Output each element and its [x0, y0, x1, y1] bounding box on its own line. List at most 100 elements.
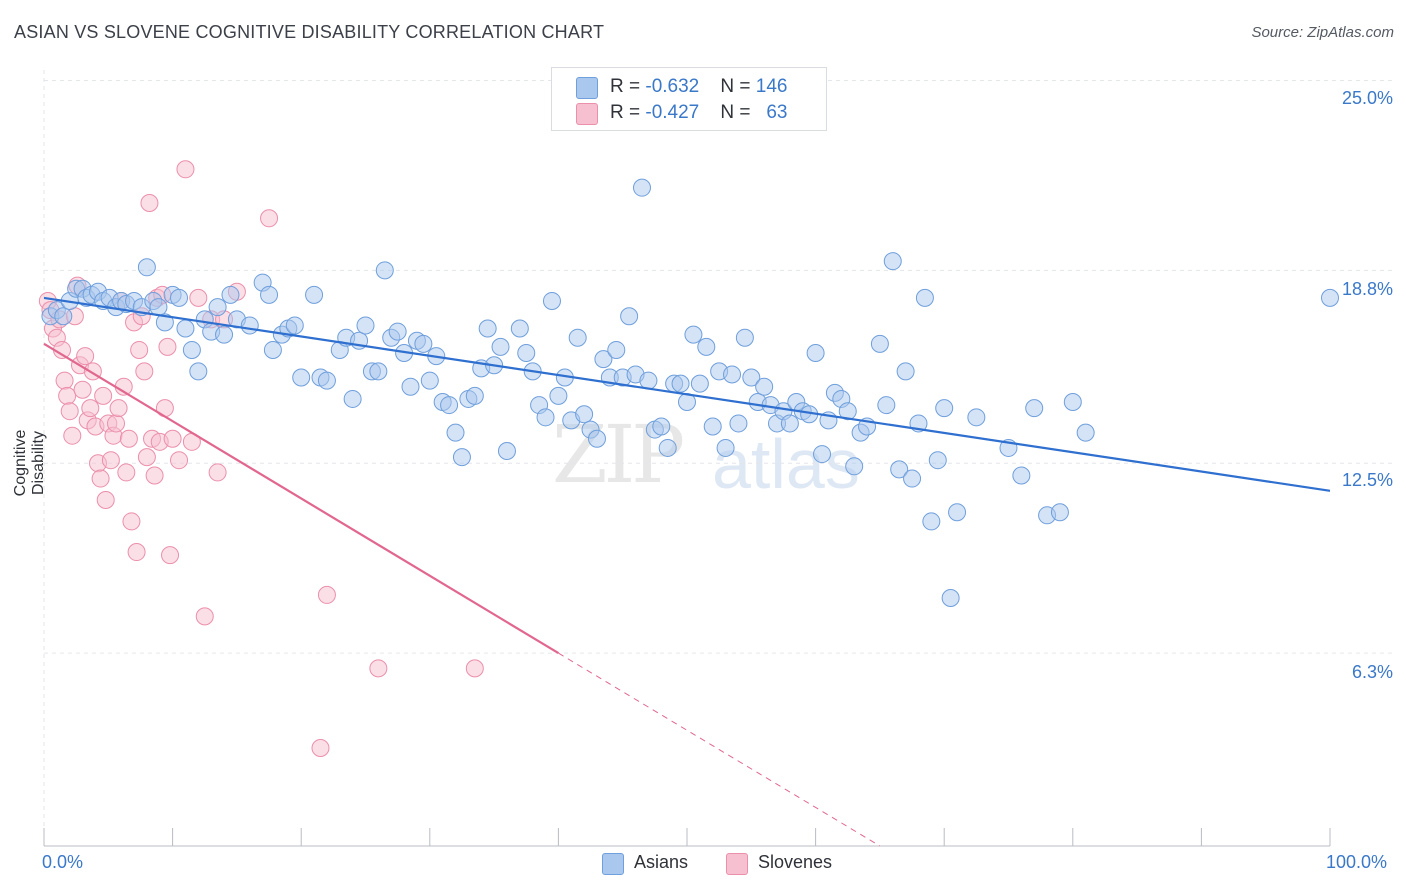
slovenes-trend-line	[43, 342, 559, 655]
x-tick-label-max: 100.0%	[1326, 852, 1388, 872]
asian-point-89	[639, 371, 658, 390]
asian-point-39	[305, 285, 324, 304]
asian-point-55	[414, 334, 433, 353]
slovene-point-31	[119, 429, 138, 448]
asian-point-67	[491, 337, 510, 356]
slovene-point-13	[73, 380, 92, 399]
slovenes-swatch	[576, 103, 598, 125]
asian-point-28	[215, 325, 234, 344]
asian-point-129	[903, 469, 922, 488]
asian-point-19	[155, 313, 174, 332]
slovene-point-38	[137, 448, 156, 467]
asian-point-37	[285, 316, 304, 335]
slovene-point-34	[127, 543, 146, 562]
asian-point-144	[1076, 423, 1095, 442]
slovene-point-61	[369, 659, 388, 678]
asian-point-74	[542, 291, 561, 310]
asian-point-102	[723, 365, 742, 384]
asian-point-33	[260, 285, 279, 304]
asian-point-59	[440, 396, 459, 415]
asian-point-97	[690, 374, 709, 393]
slovene-point-50	[176, 160, 195, 179]
asian-point-75	[549, 386, 568, 405]
slovene-point-9	[63, 426, 82, 445]
watermark-atlas: atlas	[712, 425, 860, 503]
asian-point-136	[948, 503, 967, 522]
slovene-point-41	[145, 466, 164, 485]
asian-point-103	[729, 414, 748, 433]
asian-point-124	[870, 334, 889, 353]
asian-point-73	[536, 408, 555, 427]
asian-point-44	[343, 389, 362, 408]
slovenes-legend-label: Slovenes	[758, 852, 833, 872]
asian-point-143	[1063, 393, 1082, 412]
slovene-point-52	[189, 288, 208, 307]
asian-point-48	[369, 362, 388, 381]
asian-point-127	[890, 460, 909, 479]
slovene-point-6	[55, 371, 74, 390]
chart-title: ASIAN VS SLOVENE COGNITIVE DISABILITY CO…	[14, 22, 605, 42]
slovene-point-62	[465, 659, 484, 678]
y-tick-label-25-0: 25.0%	[1341, 88, 1393, 108]
slovene-point-46	[158, 337, 177, 356]
y-tick-label-12-5: 12.5%	[1341, 470, 1393, 490]
slovenes-trend-extension	[558, 652, 881, 847]
asians-n-value: 146	[755, 76, 788, 97]
asian-point-61	[452, 448, 471, 467]
asian-point-126	[883, 252, 902, 271]
asian-point-116	[813, 445, 832, 464]
asian-point-121	[845, 457, 864, 476]
slovene-point-22	[96, 490, 115, 509]
asian-point-96	[684, 325, 703, 344]
slovenes-n-label: N =	[720, 102, 756, 123]
asian-point-41	[317, 371, 336, 390]
slovene-point-48	[163, 429, 182, 448]
slovene-point-20	[91, 469, 110, 488]
y-tick-label-18-8: 18.8%	[1341, 279, 1393, 299]
asian-point-65	[478, 319, 497, 338]
correlation-legend: R = -0.632 N = 146 R = -0.427 N = 63	[551, 67, 827, 131]
y-tick-label-6-3: 6.3%	[1351, 662, 1393, 682]
asian-point-53	[401, 377, 420, 396]
asian-point-133	[928, 451, 947, 470]
asian-point-84	[607, 340, 626, 359]
slovene-point-39	[140, 193, 159, 212]
asian-point-101	[716, 438, 735, 457]
asian-point-22	[176, 319, 195, 338]
asian-point-38	[292, 368, 311, 387]
asians-legend-swatch	[602, 853, 624, 875]
slovenes-r-label: R =	[610, 102, 646, 123]
asian-point-142	[1050, 503, 1069, 522]
slovene-point-35	[130, 340, 149, 359]
asian-point-27	[208, 298, 227, 317]
slovene-point-60	[317, 585, 336, 604]
asian-point-120	[838, 402, 857, 421]
asian-point-137	[967, 408, 986, 427]
asian-point-82	[594, 350, 613, 369]
slovene-point-27	[109, 399, 128, 418]
slovenes-n-value: 63	[766, 102, 788, 123]
asian-point-81	[587, 429, 606, 448]
asian-point-60	[446, 423, 465, 442]
slovene-point-58	[260, 209, 279, 228]
asians-n-label: N =	[720, 76, 756, 97]
asian-point-31	[240, 316, 259, 335]
asian-point-79	[575, 405, 594, 424]
asian-point-34	[263, 340, 282, 359]
asian-point-46	[356, 316, 375, 335]
asian-point-140	[1025, 399, 1044, 418]
asian-point-23	[182, 340, 201, 359]
asian-point-98	[697, 337, 716, 356]
slovene-point-26	[107, 414, 126, 433]
asian-point-132	[922, 512, 941, 531]
asian-point-68	[497, 442, 516, 461]
asians-trend-line	[43, 296, 1331, 492]
asian-point-131	[915, 288, 934, 307]
slovene-point-21	[94, 386, 113, 405]
asian-point-29	[221, 285, 240, 304]
asian-point-21	[170, 288, 189, 307]
source-label: Source: ZipAtlas.com	[1251, 24, 1394, 41]
asians-r-label: R =	[610, 76, 646, 97]
slovene-point-7	[58, 386, 77, 405]
